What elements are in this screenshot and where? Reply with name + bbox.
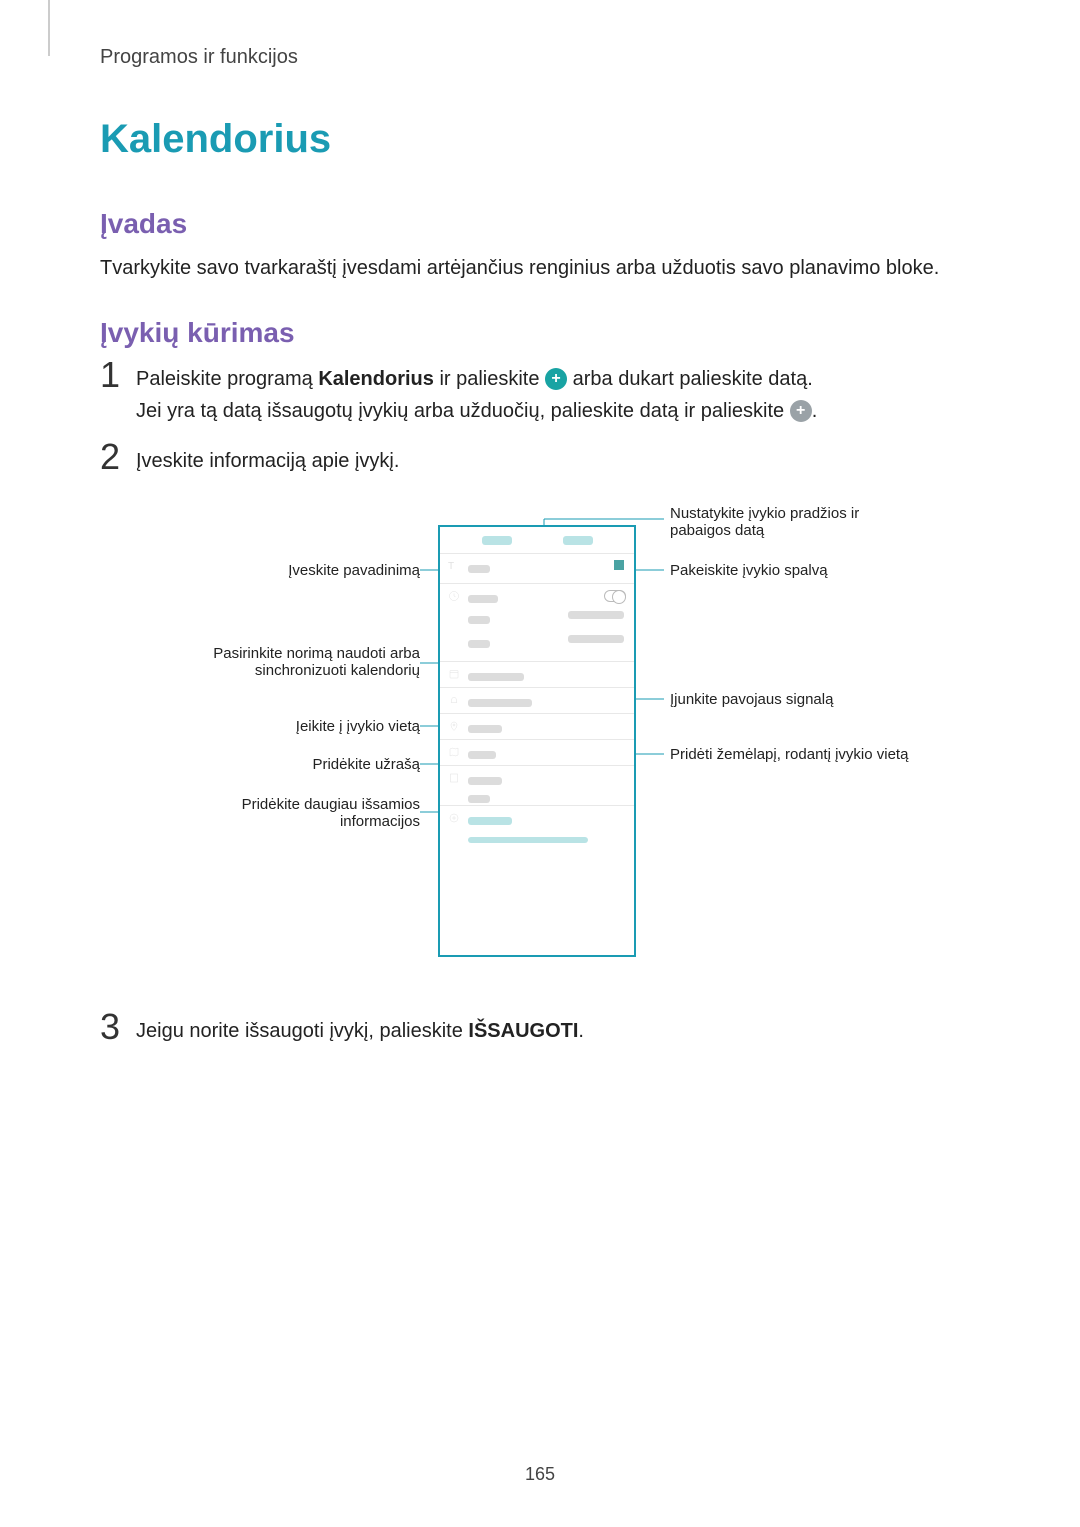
callout-location: Įeikite į įvykio vietą — [210, 718, 420, 735]
page-number: 165 — [0, 1464, 1080, 1485]
blur — [568, 635, 624, 643]
callout-map: Pridėti žemėlapį, rodantį įvykio vietą — [670, 746, 920, 763]
plus-icon: + — [545, 368, 567, 390]
header-blur — [482, 536, 512, 545]
blur — [468, 777, 502, 785]
text: arba dukart palieskite datą. — [567, 368, 813, 390]
step-1-body: Paleiskite programą Kalendorius ir palie… — [136, 363, 984, 427]
blur — [468, 640, 490, 648]
plus-small-icon — [448, 812, 460, 824]
text: Jeigu norite išsaugoti įvykį, palieskite — [136, 1020, 468, 1042]
calendar-icon — [448, 668, 460, 680]
header-blur — [563, 536, 593, 545]
step-2: 2 Įveskite informaciją apie įvykį. — [100, 445, 984, 481]
event-editor-diagram: T — [100, 505, 980, 975]
blur — [468, 595, 498, 603]
blur — [468, 616, 490, 624]
step-number: 1 — [100, 357, 136, 393]
moreinfo-row — [440, 805, 634, 849]
step-number: 3 — [100, 1009, 136, 1045]
intro-heading: Įvadas — [100, 208, 984, 240]
alarm-row — [440, 687, 634, 713]
intro-body: Tvarkykite savo tvarkaraštį įvesdami art… — [100, 254, 984, 283]
blur — [468, 795, 490, 803]
step-2-body: Įveskite informaciją apie įvykį. — [136, 445, 984, 477]
callout-note: Pridėkite užrašą — [210, 756, 420, 773]
step-number: 2 — [100, 439, 136, 475]
text-icon: T — [448, 561, 460, 573]
callout-dates: Nustatykite įvykio pradžios ir pabaigos … — [670, 505, 900, 539]
text: Jei yra tą datą išsaugotų įvykių arba už… — [136, 400, 790, 422]
calendar-row — [440, 661, 634, 687]
allday-row — [440, 583, 634, 609]
location-row — [440, 713, 634, 739]
blur — [568, 611, 624, 619]
text: . — [578, 1020, 584, 1042]
date-start-row — [440, 609, 634, 635]
breadcrumb: Programos ir funkcijos — [100, 46, 984, 69]
phone-header-row — [440, 527, 634, 553]
map-icon — [448, 746, 460, 758]
callout-color: Pakeiskite įvykio spalvą — [670, 562, 880, 579]
text: . — [812, 400, 818, 422]
step-3-body: Jeigu norite išsaugoti įvykį, palieskite… — [136, 1015, 984, 1047]
phone-mockup: T — [438, 525, 636, 957]
map-row — [440, 739, 634, 765]
step-1: 1 Paleiskite programą Kalendorius ir pal… — [100, 363, 984, 427]
blur — [468, 817, 512, 825]
callout-moreinfo: Pridėkite daugiau išsamios informacijos — [210, 796, 420, 830]
save-label: IŠSAUGOTI — [468, 1020, 578, 1042]
step-3: 3 Jeigu norite išsaugoti įvykį, palieski… — [100, 1015, 984, 1051]
callout-alarm: Įjunkite pavojaus signalą — [670, 691, 880, 708]
text: Paleiskite programą — [136, 368, 318, 390]
callout-title: Įveskite pavadinimą — [210, 562, 420, 579]
color-square-icon — [614, 560, 624, 570]
blur — [468, 725, 502, 733]
title-row: T — [440, 553, 634, 583]
bell-icon — [448, 694, 460, 706]
page-title: Kalendorius — [100, 117, 984, 162]
blur — [468, 751, 496, 759]
blur — [468, 699, 532, 707]
toggle-icon — [604, 590, 626, 602]
clock-icon — [448, 590, 460, 602]
plus-icon: + — [790, 400, 812, 422]
note-icon — [448, 772, 460, 784]
note-row — [440, 765, 634, 805]
gutter-line — [48, 0, 50, 56]
pin-icon — [448, 720, 460, 732]
blur — [468, 837, 588, 843]
text: ir palieskite — [434, 368, 545, 390]
page-content: Programos ir funkcijos Kalendorius Įvada… — [0, 0, 1080, 1051]
callout-calendar: Pasirinkite norimą naudoti arba sinchron… — [190, 645, 420, 679]
app-name: Kalendorius — [318, 368, 434, 390]
blur — [468, 673, 524, 681]
date-end-row — [440, 635, 634, 661]
create-heading: Įvykių kūrimas — [100, 317, 984, 349]
blur — [468, 565, 490, 573]
